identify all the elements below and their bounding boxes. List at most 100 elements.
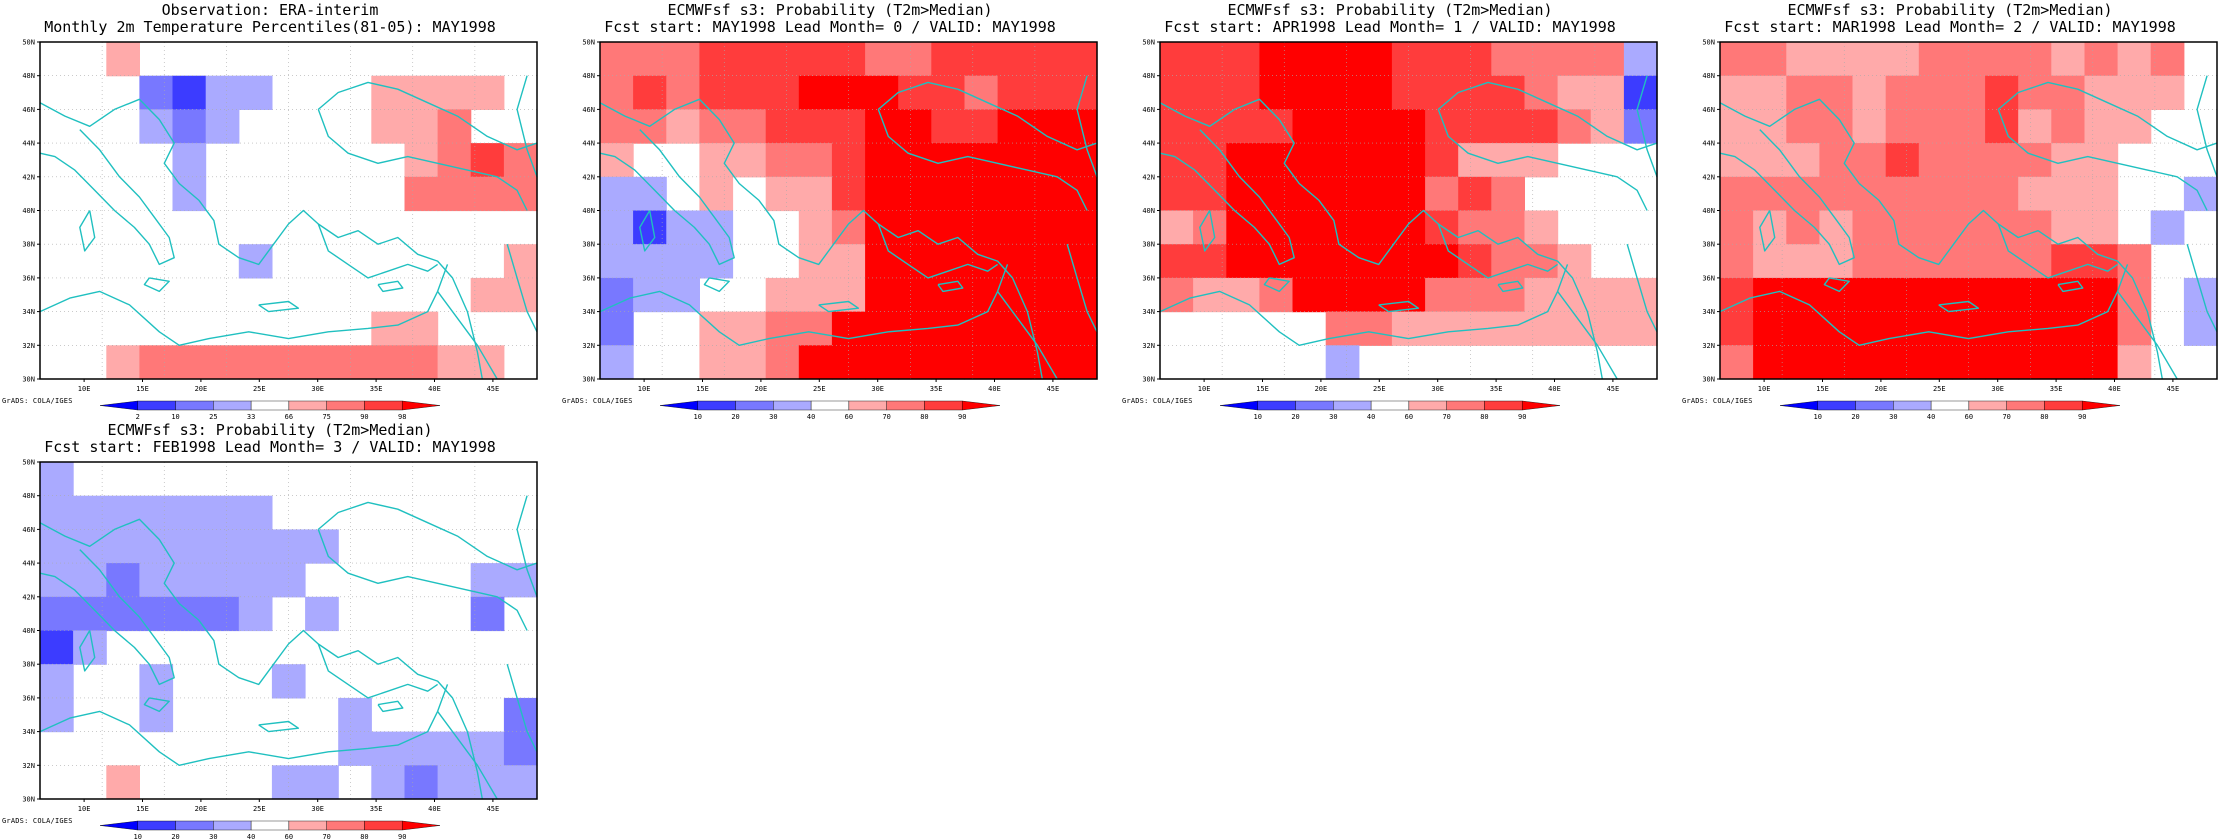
lat-tick-label: 38N [582, 241, 595, 249]
grid-cell [1590, 75, 1625, 110]
grid-cell [73, 596, 107, 632]
grid-cell [1160, 176, 1194, 212]
grid-cell [1030, 176, 1065, 212]
grid-cell [1985, 143, 2019, 178]
colorbar-swatch [810, 400, 850, 411]
grid-cell [1524, 42, 1559, 77]
grid-cell [1491, 75, 1525, 110]
grid-cell [732, 75, 767, 110]
grid-cell [1786, 176, 1820, 212]
coastline [937, 280, 964, 293]
panel-lead-0: ECMWFsf s3: Probability (T2m>Median) Fcs… [560, 0, 1100, 420]
coastline [258, 300, 300, 313]
grid-cell [371, 311, 405, 346]
grid-cell [1852, 210, 1887, 245]
lon-tick-label: 35E [370, 805, 383, 813]
colorbar-swatch [1408, 400, 1447, 411]
grid-cell [666, 75, 700, 110]
colorbar-label: 10 [134, 833, 142, 840]
coastline [437, 290, 498, 380]
lat-tick-label: 40N [1142, 207, 1155, 215]
lon-tick-label: 30E [1431, 385, 1444, 393]
grid-cell [1226, 277, 1260, 313]
grid-cell [600, 345, 634, 380]
grid-cell [898, 109, 932, 144]
colorbar-label: 98 [398, 413, 406, 420]
grid-cell [1819, 109, 1854, 144]
grid-cell [1160, 109, 1194, 144]
grid-cell [898, 345, 932, 380]
grid-cell [1030, 42, 1065, 77]
grid-cell [1623, 311, 1658, 346]
panel-title-line1: ECMWFsf s3: Probability (T2m>Median) [107, 421, 433, 439]
grid-cell [2018, 176, 2052, 212]
lon-tick-label: 20E [1315, 385, 1328, 393]
coastline [317, 109, 528, 211]
grid-cell [139, 529, 174, 564]
grid-cell [503, 731, 538, 766]
grid-cell [205, 529, 240, 564]
grid-cell [1786, 143, 1820, 178]
grid-cell [1193, 244, 1227, 279]
lat-tick-label: 38N [1702, 241, 1715, 249]
grid-cell [2084, 42, 2119, 77]
grid-cell [964, 42, 999, 77]
lat-tick-label: 42N [22, 173, 35, 181]
grid-cell [437, 176, 472, 212]
grid-cell [600, 143, 634, 178]
grid-cell [831, 75, 866, 110]
lon-tick-label: 35E [370, 385, 383, 393]
grid-cell [865, 109, 899, 144]
grid-cell [1985, 109, 2019, 144]
colorbar-label: 90 [360, 413, 368, 420]
grid-cell [1358, 277, 1393, 313]
lat-tick-label: 30N [1702, 376, 1715, 384]
grid-cell [305, 345, 339, 380]
colorbar-swatch [735, 400, 774, 411]
colorbar-label: 20 [1291, 413, 1299, 420]
coastline [1759, 210, 1776, 252]
grid-cell [2183, 311, 2218, 346]
grid-cell [2150, 42, 2185, 77]
coastline [79, 630, 96, 672]
grid-cell [1753, 75, 1787, 110]
colorbar-swatch [402, 400, 441, 411]
grid-cell [1491, 176, 1525, 212]
grid-cell [798, 143, 833, 178]
grid-cell [831, 244, 866, 279]
grid-cell [997, 176, 1032, 212]
colorbar-label: 80 [360, 833, 368, 840]
grid-cell [2084, 176, 2119, 212]
grid-cell [1590, 311, 1625, 346]
grid-cell [1325, 277, 1360, 313]
lon-tick-label: 10E [78, 805, 91, 813]
panel-title-line2: Fcst start: APR1998 Lead Month= 1 / VALI… [1164, 18, 1616, 36]
grid-cell [2018, 345, 2052, 380]
lat-tick-label: 50N [22, 459, 35, 467]
grid-cell [2051, 311, 2085, 346]
grid-cell [997, 345, 1032, 380]
coastline [317, 643, 438, 699]
grid-cell [1425, 143, 1459, 178]
lon-tick-label: 10E [1758, 385, 1771, 393]
grid-cell [865, 345, 899, 380]
grid-cell [997, 143, 1032, 178]
coastline [1378, 300, 1420, 313]
grid-cell [205, 109, 240, 144]
grid-cell [1720, 143, 1754, 178]
lat-tick-label: 40N [22, 207, 35, 215]
lon-tick-label: 15E [1256, 385, 1269, 393]
colorbar-swatch [1257, 400, 1296, 411]
coastline [1263, 277, 1290, 293]
grid-cell [1292, 244, 1327, 279]
grid-cell [997, 210, 1032, 245]
grid-cell [765, 143, 800, 178]
grid-cell [470, 75, 505, 110]
coastline [143, 697, 170, 713]
grid-cell [865, 244, 899, 279]
grid-cell [798, 210, 833, 245]
colorbar-swatch [326, 820, 365, 831]
grid-cell [1753, 244, 1787, 279]
grid-cell [40, 563, 74, 598]
coastline [997, 290, 1058, 380]
